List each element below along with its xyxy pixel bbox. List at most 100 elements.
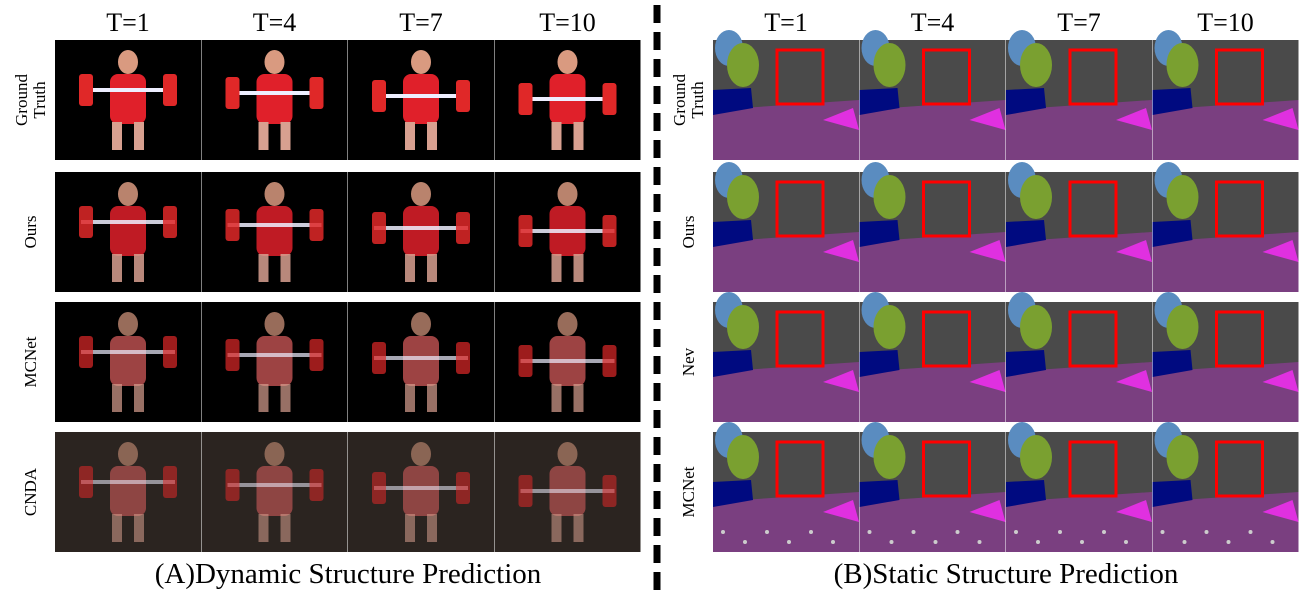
image-shape [427,514,437,542]
image-shape [226,469,240,501]
image-shape [721,530,725,534]
image-shape [519,475,533,507]
image-shape [519,83,533,115]
image-shape [411,50,431,74]
image-shape [79,336,93,368]
image-shape [427,254,437,282]
image-shape [558,50,578,74]
image-shape [112,122,122,150]
image-shape [1271,540,1275,544]
image-shape [374,226,468,230]
image-shape [574,384,584,412]
image-shape [1167,435,1199,479]
column-label: T=7 [348,8,494,38]
image-shape [310,209,324,241]
row-label: Ours [9,172,53,292]
image-shape [727,43,759,87]
image-shape [374,486,468,490]
row-label-text: Ours [22,201,40,263]
image-shape [809,530,813,534]
figure-art [0,0,1307,594]
image-shape [874,305,906,349]
image-shape [265,442,285,466]
image-shape [427,122,437,150]
image-shape [81,88,175,92]
row-label: MCNet [9,302,53,422]
image-shape [281,254,291,282]
row-label-text: Nev [680,331,698,393]
image-shape [552,122,562,150]
row-label: Nev [667,302,711,422]
image-shape [521,229,615,233]
row-label-text: MCNet [22,331,40,393]
image-shape [257,466,293,516]
caption-text: (A)Dynamic Structure Prediction [155,558,542,590]
image-shape [118,312,138,336]
image-shape [1167,43,1199,87]
image-shape [1020,435,1052,479]
image-shape [163,206,177,238]
image-shape [831,540,835,544]
image-shape [163,74,177,106]
column-label: T=10 [1153,8,1299,38]
image-shape [1020,175,1052,219]
column-label: T=4 [202,8,348,38]
image-shape [259,122,269,150]
image-shape [259,254,269,282]
image-shape [228,223,322,227]
image-shape [405,384,415,412]
image-shape [411,312,431,336]
image-shape [521,97,615,101]
image-shape [403,206,439,256]
image-shape [411,182,431,206]
image-shape [79,206,93,238]
image-shape [519,215,533,247]
image-shape [403,466,439,516]
row-label-text: MCNet [680,461,698,523]
image-shape [110,336,146,386]
image-shape [1205,530,1209,534]
row-label-text: Ground Truth [13,69,49,131]
column-label-text: T=1 [764,8,808,37]
image-shape [257,74,293,124]
image-shape [403,74,439,124]
image-shape [405,514,415,542]
caption-text: (B)Static Structure Prediction [834,558,1179,590]
image-shape [765,530,769,534]
image-shape [79,74,93,106]
image-shape [603,345,617,377]
image-shape [372,212,386,244]
image-shape [603,475,617,507]
image-shape [521,359,615,363]
row-label: Ours [667,172,711,292]
image-shape [79,466,93,498]
column-label-text: T=10 [1197,8,1254,37]
image-shape [1183,540,1187,544]
column-label: T=4 [860,8,1006,38]
image-shape [868,530,872,534]
image-shape [558,182,578,206]
column-label-text: T=7 [1057,8,1101,37]
image-shape [112,384,122,412]
image-shape [163,466,177,498]
image-shape [874,43,906,87]
image-shape [81,350,175,354]
image-shape [603,83,617,115]
image-shape [110,466,146,516]
image-shape [118,182,138,206]
image-shape [163,336,177,368]
image-shape [552,384,562,412]
image-shape [874,175,906,219]
image-shape [310,339,324,371]
image-shape [228,91,322,95]
image-shape [890,540,894,544]
image-shape [743,540,747,544]
image-shape [727,175,759,219]
image-shape [1014,530,1018,534]
column-label-text: T=4 [253,8,297,37]
image-shape [411,442,431,466]
image-shape [374,356,468,360]
image-shape [110,74,146,124]
image-shape [226,339,240,371]
image-shape [405,122,415,150]
